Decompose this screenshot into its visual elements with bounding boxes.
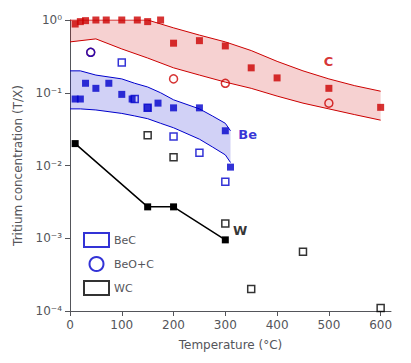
svg-text:0: 0 (66, 318, 74, 332)
svg-text:600: 600 (369, 318, 392, 332)
svg-text:500: 500 (317, 318, 340, 332)
svg-text:300: 300 (214, 318, 237, 332)
svg-text:BeC: BeC (114, 234, 136, 247)
svg-text:Be: Be (238, 127, 257, 142)
svg-text:WC: WC (114, 282, 133, 295)
svg-text:400: 400 (266, 318, 289, 332)
svg-text:10⁰: 10⁰ (42, 13, 62, 27)
svg-text:10⁻¹: 10⁻¹ (36, 86, 63, 100)
svg-text:Tritium concentration (T/X): Tritium concentration (T/X) (11, 85, 25, 247)
svg-text:200: 200 (162, 318, 185, 332)
svg-text:10⁻²: 10⁻² (36, 159, 63, 173)
svg-text:100: 100 (110, 318, 133, 332)
svg-text:C: C (324, 54, 334, 69)
svg-text:10⁻³: 10⁻³ (36, 231, 63, 245)
svg-text:BeO+C: BeO+C (114, 258, 154, 271)
svg-text:W: W (233, 223, 247, 238)
svg-text:Temperature (°C): Temperature (°C) (178, 338, 283, 352)
svg-text:10⁻⁴: 10⁻⁴ (36, 304, 63, 318)
